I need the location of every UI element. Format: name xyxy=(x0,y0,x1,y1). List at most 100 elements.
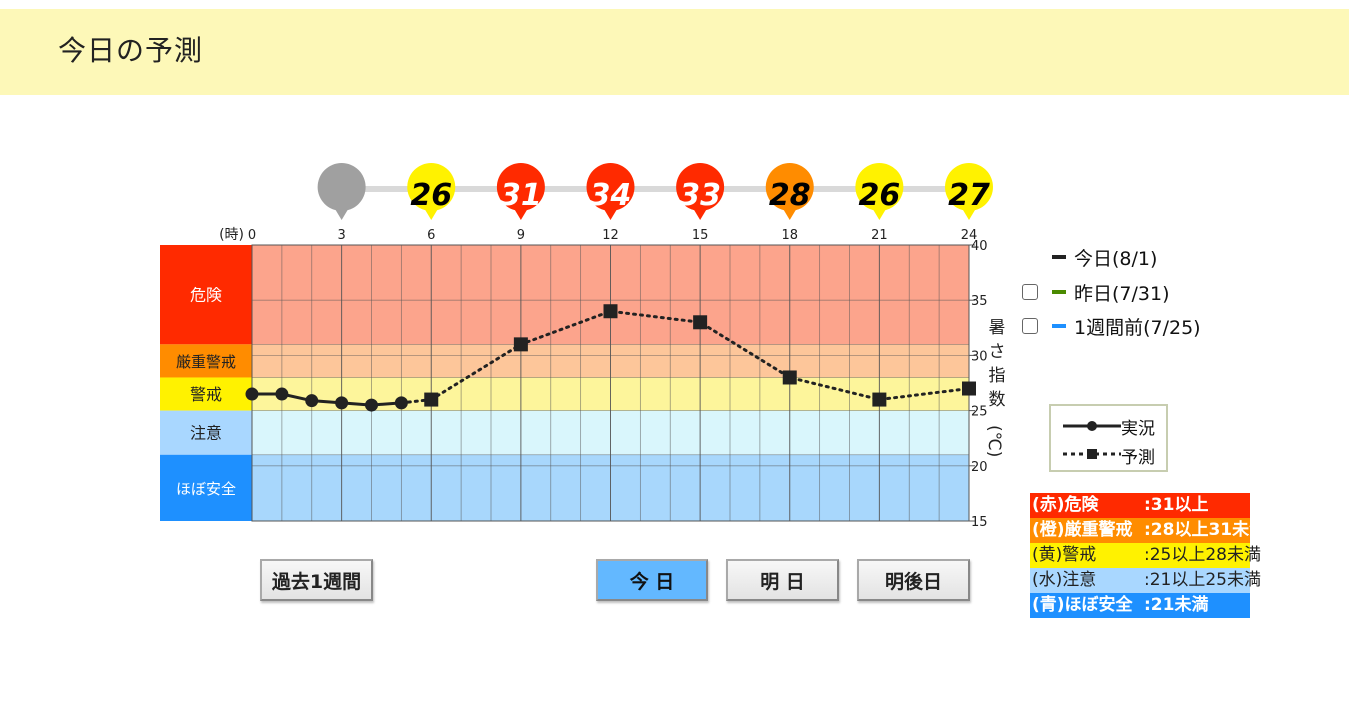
level-range: :31以上 xyxy=(1144,495,1209,515)
y-tick-label: 40 xyxy=(971,239,988,254)
marker-value: 27 xyxy=(948,178,990,213)
legend-week-ago-label: 1週間前(7/25) xyxy=(1074,316,1201,339)
legend-week-ago[interactable]: 1週間前(7/25) xyxy=(1022,312,1201,340)
y-axis-label: 指 xyxy=(989,366,1006,386)
forecast-point xyxy=(962,381,976,396)
forecast-marker xyxy=(317,163,366,220)
legend-yesterday[interactable]: 昨日(7/31) xyxy=(1022,278,1170,306)
level-band-label-bg xyxy=(160,410,252,455)
actual-point xyxy=(245,387,259,401)
marker-circle xyxy=(676,163,725,211)
marker-value: 34 xyxy=(590,178,632,213)
level-row-severe-warning: (橙)厳重警戒 :28以上31未満 xyxy=(1030,518,1266,543)
today-button[interactable]: 今 日 xyxy=(596,559,708,601)
marker-circle xyxy=(765,163,814,211)
x-tick-label: 0 xyxy=(248,228,256,243)
marker-circle xyxy=(407,163,456,211)
past-week-button[interactable]: 過去1週間 xyxy=(260,559,373,601)
level-band-label: ほぼ安全 xyxy=(176,480,236,498)
level-band-label-bg xyxy=(160,454,252,521)
level-row-caution: (水)注意 :21以上25未満 xyxy=(1030,568,1261,593)
y-axis-label: 数 xyxy=(989,390,1006,410)
level-range: :28以上31未満 xyxy=(1144,520,1267,540)
y-tick-label: 35 xyxy=(971,294,988,309)
day-after-tomorrow-button[interactable]: 明後日 xyxy=(857,559,970,601)
level-name: (赤)危険 xyxy=(1032,495,1099,515)
level-band-label: 危険 xyxy=(190,286,222,305)
actual-point xyxy=(335,396,349,410)
level-band-label: 注意 xyxy=(190,424,222,443)
series-connector xyxy=(399,398,433,405)
yesterday-checkbox[interactable] xyxy=(1022,284,1038,300)
y-axis-label: (℃) xyxy=(984,425,1004,457)
x-tick-label: 24 xyxy=(961,228,978,243)
marker-value: 31 xyxy=(500,178,542,213)
week-ago-checkbox[interactable] xyxy=(1022,318,1038,334)
y-tick-label: 20 xyxy=(971,460,988,475)
level-band-label-bg xyxy=(160,344,252,378)
level-band-label-bg xyxy=(160,245,252,345)
forecast-marker: 26 xyxy=(407,163,456,220)
level-row-danger: (赤)危険 :31以上 xyxy=(1030,493,1250,518)
marker-circle xyxy=(586,163,635,211)
marker-circle xyxy=(855,163,904,211)
legend-forecast-label: 予測 xyxy=(1121,448,1155,468)
forecast-point xyxy=(424,392,439,407)
level-name: (黄)警戒 xyxy=(1032,545,1097,565)
actual-point xyxy=(394,396,408,410)
forecast-marker: 34 xyxy=(586,163,635,220)
x-axis-label: (時) xyxy=(219,227,244,243)
legend-week-ago-swatch xyxy=(1052,324,1066,328)
legend-yesterday-label: 昨日(7/31) xyxy=(1074,282,1170,305)
level-table: (赤)危険 :31以上 (橙)厳重警戒 :28以上31未満 (黄)警戒 :25以… xyxy=(1030,493,1266,618)
level-band-label-bg xyxy=(160,377,252,411)
marker-circle xyxy=(496,163,545,211)
y-axis-label: さ xyxy=(989,342,1006,362)
x-tick-label: 21 xyxy=(871,228,888,243)
forecast-marker: 27 xyxy=(945,163,993,220)
level-row-almost-safe: (青)ほぼ安全 :21未満 xyxy=(1030,593,1250,618)
legend-today-swatch xyxy=(1052,255,1066,259)
level-range: :25以上28未満 xyxy=(1144,545,1261,565)
page-header: 今日の予測 xyxy=(0,9,1349,95)
legend-today: 今日(8/1) xyxy=(1052,243,1157,271)
marker-circle xyxy=(945,163,993,211)
legend-yesterday-swatch xyxy=(1052,290,1066,294)
level-range: :21以上25未満 xyxy=(1144,570,1261,590)
legend-actual-label: 実況 xyxy=(1121,419,1155,439)
y-axis-label: 暑 xyxy=(989,318,1006,338)
level-range: :21未満 xyxy=(1144,595,1209,615)
y-tick-label: 30 xyxy=(971,349,988,364)
x-tick-label: 9 xyxy=(517,228,525,243)
level-row-warning: (黄)警戒 :25以上28未満 xyxy=(1030,543,1261,568)
actual-point xyxy=(365,398,378,412)
actual-point xyxy=(275,387,289,401)
y-tick-label: 25 xyxy=(971,405,988,420)
legend-today-label: 今日(8/1) xyxy=(1074,247,1158,270)
x-tick-label: 18 xyxy=(781,228,798,243)
marker-value: 33 xyxy=(679,178,721,213)
level-name: (橙)厳重警戒 xyxy=(1032,520,1133,540)
marker-value: 26 xyxy=(410,178,452,213)
marker-circle xyxy=(317,163,366,211)
level-band-label: 厳重警戒 xyxy=(176,353,236,371)
forecast-marker: 28 xyxy=(765,163,814,220)
y-tick-label: 15 xyxy=(971,515,988,530)
x-tick-label: 15 xyxy=(692,228,709,243)
x-tick-label: 3 xyxy=(337,228,345,243)
forecast-point xyxy=(603,304,618,319)
actual-point xyxy=(305,394,319,408)
forecast-point xyxy=(513,337,528,352)
level-name: (青)ほぼ安全 xyxy=(1032,595,1133,615)
x-tick-label: 12 xyxy=(602,228,619,243)
forecast-marker: 33 xyxy=(676,163,725,220)
marker-value: 26 xyxy=(859,178,901,213)
line-style-legend-symbols xyxy=(1063,421,1121,459)
forecast-point xyxy=(693,315,708,330)
x-tick-label: 6 xyxy=(427,228,435,243)
page-title: 今日の予測 xyxy=(58,34,204,67)
forecast-marker: 26 xyxy=(855,163,904,220)
forecast-marker: 31 xyxy=(496,163,545,220)
tomorrow-button[interactable]: 明 日 xyxy=(726,559,839,601)
